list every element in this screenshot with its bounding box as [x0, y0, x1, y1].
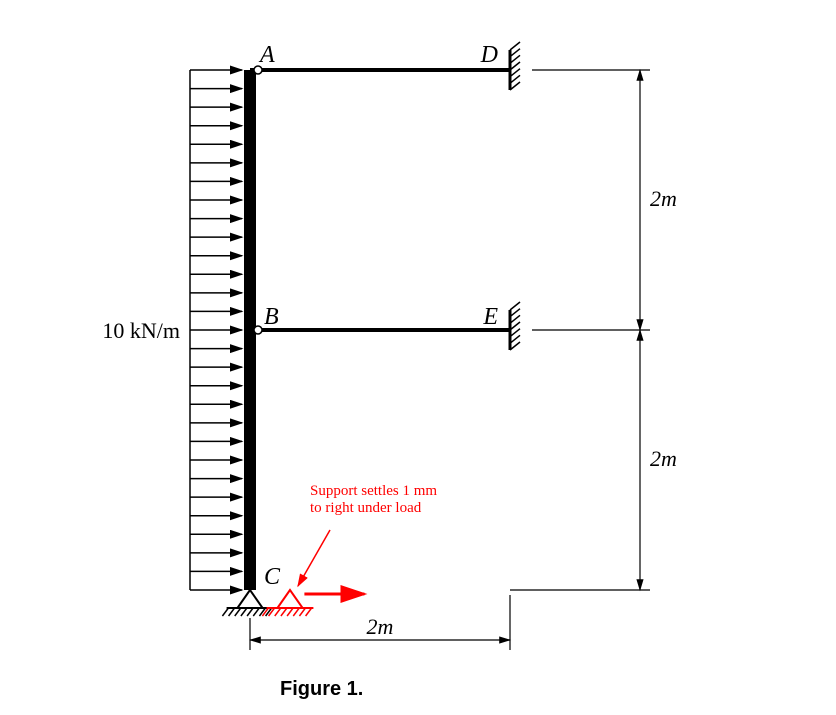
node-label-C: C	[264, 564, 281, 590]
settlement-note: Support settles 1 mmto right under load	[310, 483, 437, 516]
distributed-load	[190, 70, 242, 590]
support-E-fixed	[510, 302, 520, 350]
structural-diagram: 10 kN/m A B C D E Support settles 1 mmto right…	[0, 0, 836, 715]
figure-caption: Figure 1.	[280, 678, 363, 700]
dim-right	[510, 70, 650, 590]
support-C-settle	[262, 590, 364, 616]
svg-text:2m: 2m	[650, 446, 677, 471]
settlement-leader	[298, 530, 330, 586]
load-value: 10 kN/m	[102, 318, 180, 343]
node-label-A: A	[258, 42, 275, 68]
node-label-E: E	[482, 304, 498, 330]
svg-text:2m: 2m	[650, 186, 677, 211]
support-D-fixed	[510, 42, 520, 90]
node-label-B: B	[264, 304, 279, 330]
svg-text:2m: 2m	[367, 614, 394, 639]
hinge-B	[254, 326, 262, 334]
node-label-D: D	[480, 42, 498, 68]
